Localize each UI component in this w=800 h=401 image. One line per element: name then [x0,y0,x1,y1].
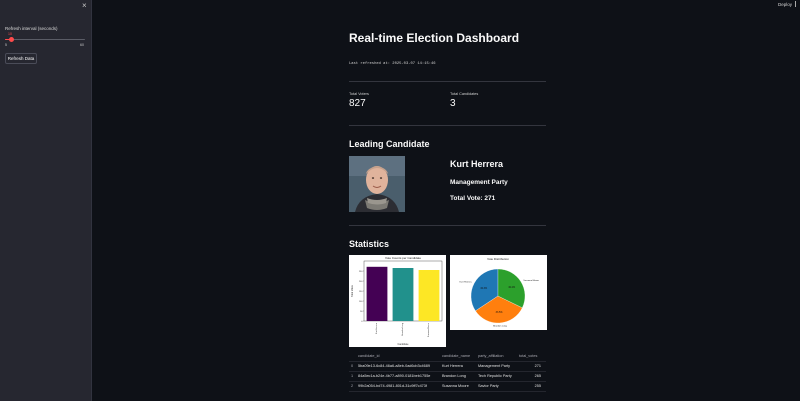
slice-category-label: Susanna Moore [523,279,539,282]
pie-slice [497,268,526,309]
statistics-heading: Statistics [349,239,390,249]
page-title: Real-time Election Dashboard [349,31,520,45]
bar-chart: Vote Counts per Candidate 0 50 100 150 200 250… [349,255,446,347]
chart-title: Vote Counts per Candidate [385,256,421,260]
divider [349,81,546,82]
slice-category-label: Brandon Long [493,325,508,328]
x-tick-label: Kurt Herrera [375,322,378,334]
candidate-photo [349,156,405,212]
bar [392,268,414,321]
cell-votes: 265 [534,374,541,378]
table-header-cell[interactable]: candidate_id [358,354,380,358]
refresh-interval-label: Refresh interval (seconds) [5,26,58,31]
cell-candidate-name: Susanna Moore [442,384,469,388]
kebab-menu-icon[interactable] [795,1,797,7]
cell-party: Management Party [478,364,511,368]
y-tick-label: 250 [359,271,363,273]
pie-chart: Vote Distribution 34.3% Kurt Herrera 33.5% B… [450,255,547,330]
chart-title: Vote Distribution [487,257,509,261]
leading-candidate-votes: Total Vote: 271 [450,195,496,202]
table-header-cell[interactable]: candidate_name [442,354,471,358]
table-row[interactable]: 2 99b2a054-bd74-4981-801d-31c9ff7c473f S… [349,382,546,392]
cell-votes: 255 [534,384,541,388]
slice-percent-label: 34.3% [480,287,488,290]
pie-slice [475,295,523,324]
close-sidebar-icon[interactable]: × [82,1,87,10]
bar [366,266,388,321]
x-tick-label: Brandon Long [402,323,404,336]
leading-candidate-party: Management Party [450,179,508,186]
metric-value-candidates: 3 [450,98,456,109]
slice-category-label: Kurt Herrera [460,281,473,284]
cell-candidate-name: Kurt Herrera [442,364,463,368]
table-header-cell[interactable]: total_votes [519,354,538,358]
table-row[interactable]: 0 5ba09e13-6c84-46a6-a8eb-0ad6cb3c4689 K… [349,362,546,372]
x-tick-label: Susanna Moore [428,322,430,337]
y-tick-label: 200 [359,281,363,283]
y-tick-label: 50 [360,311,363,313]
cell-votes: 271 [534,364,541,368]
cell-candidate-id: 84a5ec1a-b24e-4b77-a890-0181beb1755e [358,374,431,378]
deploy-button[interactable]: Deploy [778,2,793,7]
cell-candidate-id: 5ba09e13-6c84-46a6-a8eb-0ad6cb3c4689 [358,364,430,368]
row-index: 1 [351,374,354,378]
divider [349,125,546,126]
cell-candidate-name: Brandon Long [442,374,466,378]
slice-percent-label: 33.5% [496,311,504,314]
y-axis-label: Total Votes [351,284,354,296]
leading-candidate-name: Kurt Herrera [450,159,504,169]
row-index: 2 [351,384,354,388]
table-header-cell[interactable]: party_affiliation [478,354,504,358]
pie-chart-svg: Vote Distribution 34.3% Kurt Herrera 33.5% B… [460,257,540,328]
cell-party: Tech Republic Party [478,374,512,378]
slider-track[interactable] [5,38,85,40]
table-header-row: candidate_id candidate_name party_affili… [349,352,546,362]
slider-handle[interactable] [9,36,14,42]
metric-label-candidates: Total Candidates [450,92,479,96]
y-tick-label: 100 [359,301,363,303]
y-tick-label: 150 [359,291,363,293]
last-refreshed-text: Last refreshed at: 2025-03-07 14:15:46 [349,62,436,66]
slider-current-value: 10 [8,32,12,36]
leading-candidate-heading: Leading Candidate [349,139,430,149]
metric-label-voters: Total Voters [349,92,369,96]
bar [418,270,440,321]
metric-value-voters: 827 [349,98,366,109]
divider [349,225,546,226]
row-index: 0 [351,364,354,368]
slider-fill [5,38,10,40]
slider-max-label: 60 [80,43,84,47]
y-tick-label: 0 [361,321,363,323]
refresh-data-button[interactable]: Refresh Data [5,53,37,64]
x-axis-label: Candidate [398,343,410,346]
sidebar: × Refresh interval (seconds) 10 5 60 Ref… [0,0,92,401]
slider-min-label: 5 [5,43,7,47]
table-row[interactable]: 1 84a5ec1a-b24e-4b77-a890-0181beb1755e B… [349,372,546,382]
cell-candidate-id: 99b2a054-bd74-4981-801d-31c9ff7c473f [358,384,427,388]
bar-chart-svg: Vote Counts per Candidate 0 50 100 150 200 250… [351,256,443,346]
slice-percent-label: 32.2% [508,286,516,289]
cell-party: Savior Party [478,384,499,388]
